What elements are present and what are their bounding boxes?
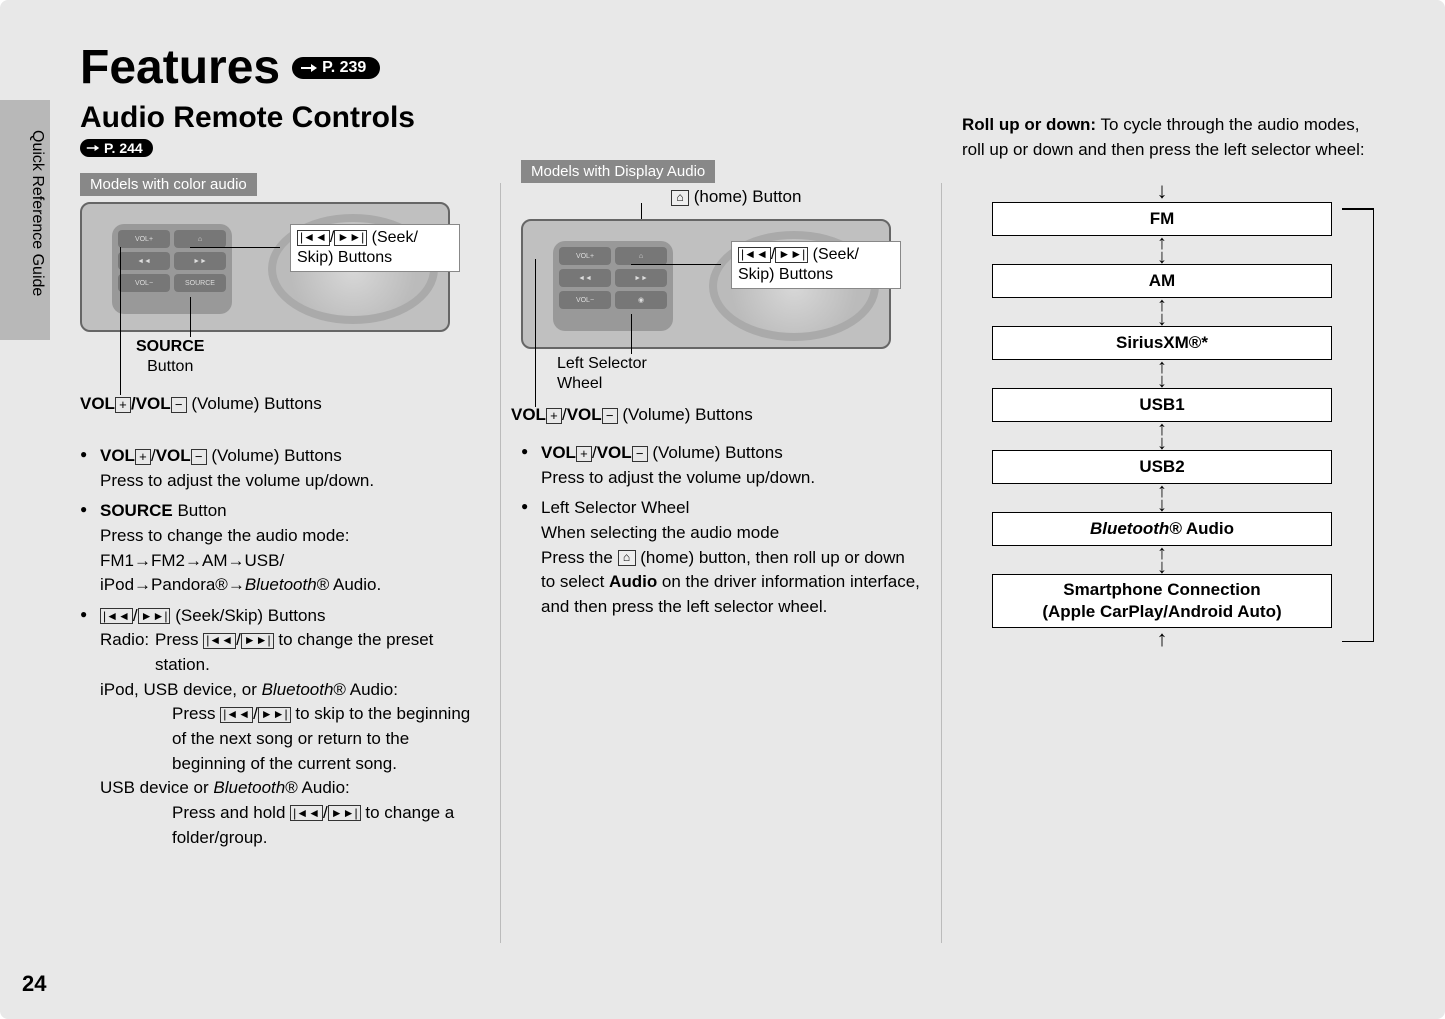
bullet-source: SOURCE Button Press to change the audio …	[80, 499, 480, 598]
flow-down-arrow-icon: ↓	[1157, 180, 1168, 202]
bullets-col1: VOL+/VOL− (Volume) Buttons Press to adju…	[80, 444, 480, 850]
page-content: Features P. 239 Audio Remote Controls P.…	[80, 40, 1410, 980]
callout-seek-skip-2: |◄◄/►►| (Seek/ Skip) Buttons	[731, 241, 901, 289]
bullet-vol-2: VOL+/VOL− (Volume) Buttons Press to adju…	[521, 441, 921, 490]
section-tag-color-audio: Models with color audio	[80, 173, 257, 196]
flow-chart: ↓FM↑↓AM↑↓SiriusXM®*↑↓USB1↑↓USB2↑↓Bluetoo…	[962, 180, 1382, 650]
flow-up-arrow-icon: ↑	[1157, 628, 1168, 650]
flow-box: AM	[992, 264, 1332, 298]
flow-updown-arrow-icon: ↑↓	[1157, 546, 1167, 574]
subtitle-page-ref-text: P. 244	[104, 140, 143, 156]
flow-return-line	[1373, 208, 1375, 642]
bullet-seek: |◄◄/►►| (Seek/Skip) Buttons Radio: Press…	[80, 604, 480, 850]
vol-caption-2: VOL+/VOL− (Volume) Buttons	[511, 403, 753, 428]
vol-caption: VOL+/VOL− (Volume) Buttons	[80, 392, 322, 417]
column-1: Models with color audio VOL+⌂ ◄◄►► VOL−S…	[80, 163, 480, 943]
column-divider-1	[500, 183, 501, 943]
callout-seek-skip: |◄◄/►►| (Seek/ Skip) Buttons	[290, 224, 460, 272]
subtitle-page-ref-pill: P. 244	[80, 139, 153, 157]
title-page-ref-text: P. 239	[322, 59, 366, 77]
seek-prev-icon: |◄◄	[297, 230, 330, 246]
plus-icon: +	[115, 397, 131, 413]
column-divider-2	[941, 183, 942, 943]
section-tag-display-audio: Models with Display Audio	[521, 160, 715, 183]
button-cluster: VOL+⌂ ◄◄►► VOL−SOURCE	[112, 224, 232, 314]
page-title: Features	[80, 40, 280, 95]
minus-icon: −	[171, 397, 187, 413]
side-tab-label: Quick Reference Guide	[28, 130, 46, 296]
hand-pointer-icon	[86, 142, 100, 154]
title-page-ref-pill: P. 239	[292, 57, 380, 79]
flow-box: USB2	[992, 450, 1332, 484]
flow-box: USB1	[992, 388, 1332, 422]
callout-selector-wheel: Left Selector Wheel	[551, 351, 653, 397]
bullet-vol: VOL+/VOL− (Volume) Buttons Press to adju…	[80, 444, 480, 493]
bullets-col2: VOL+/VOL− (Volume) Buttons Press to adju…	[521, 441, 921, 619]
callout-source: SOURCE Button	[130, 334, 210, 380]
callout-home: ⌂ (home) Button	[671, 185, 801, 210]
flow-updown-arrow-icon: ↑↓	[1157, 360, 1167, 388]
page-number: 24	[22, 971, 46, 997]
flow-updown-arrow-icon: ↑↓	[1157, 298, 1167, 326]
flow-box: Smartphone Connection (Apple CarPlay/And…	[992, 574, 1332, 628]
home-icon: ⌂	[618, 550, 636, 566]
diagram-display-audio: ⌂ (home) Button VOL+⌂ ◄◄►► VOL−◉ |◄◄/►►|…	[521, 189, 891, 419]
flow-box: Bluetooth® Audio	[992, 512, 1332, 546]
hand-pointer-icon	[300, 61, 318, 75]
diagram-color-audio: VOL+⌂ ◄◄►► VOL−SOURCE |◄◄/►►| (Seek/ Ski…	[80, 202, 450, 402]
column-3: Roll up or down: To cycle through the au…	[962, 113, 1382, 943]
home-icon: ⌂	[671, 190, 689, 206]
flow-updown-arrow-icon: ↑↓	[1157, 422, 1167, 450]
roll-instructions: Roll up or down: To cycle through the au…	[962, 113, 1382, 162]
flow-updown-arrow-icon: ↑↓	[1157, 484, 1167, 512]
bullet-selector: Left Selector Wheel When selecting the a…	[521, 496, 921, 619]
column-2: Models with Display Audio ⌂ (home) Butto…	[521, 163, 921, 943]
seek-next-icon: ►►|	[334, 230, 367, 246]
flow-box: FM	[992, 202, 1332, 236]
flow-updown-arrow-icon: ↑↓	[1157, 236, 1167, 264]
button-cluster-2: VOL+⌂ ◄◄►► VOL−◉	[553, 241, 673, 331]
flow-box: SiriusXM®*	[992, 326, 1332, 360]
